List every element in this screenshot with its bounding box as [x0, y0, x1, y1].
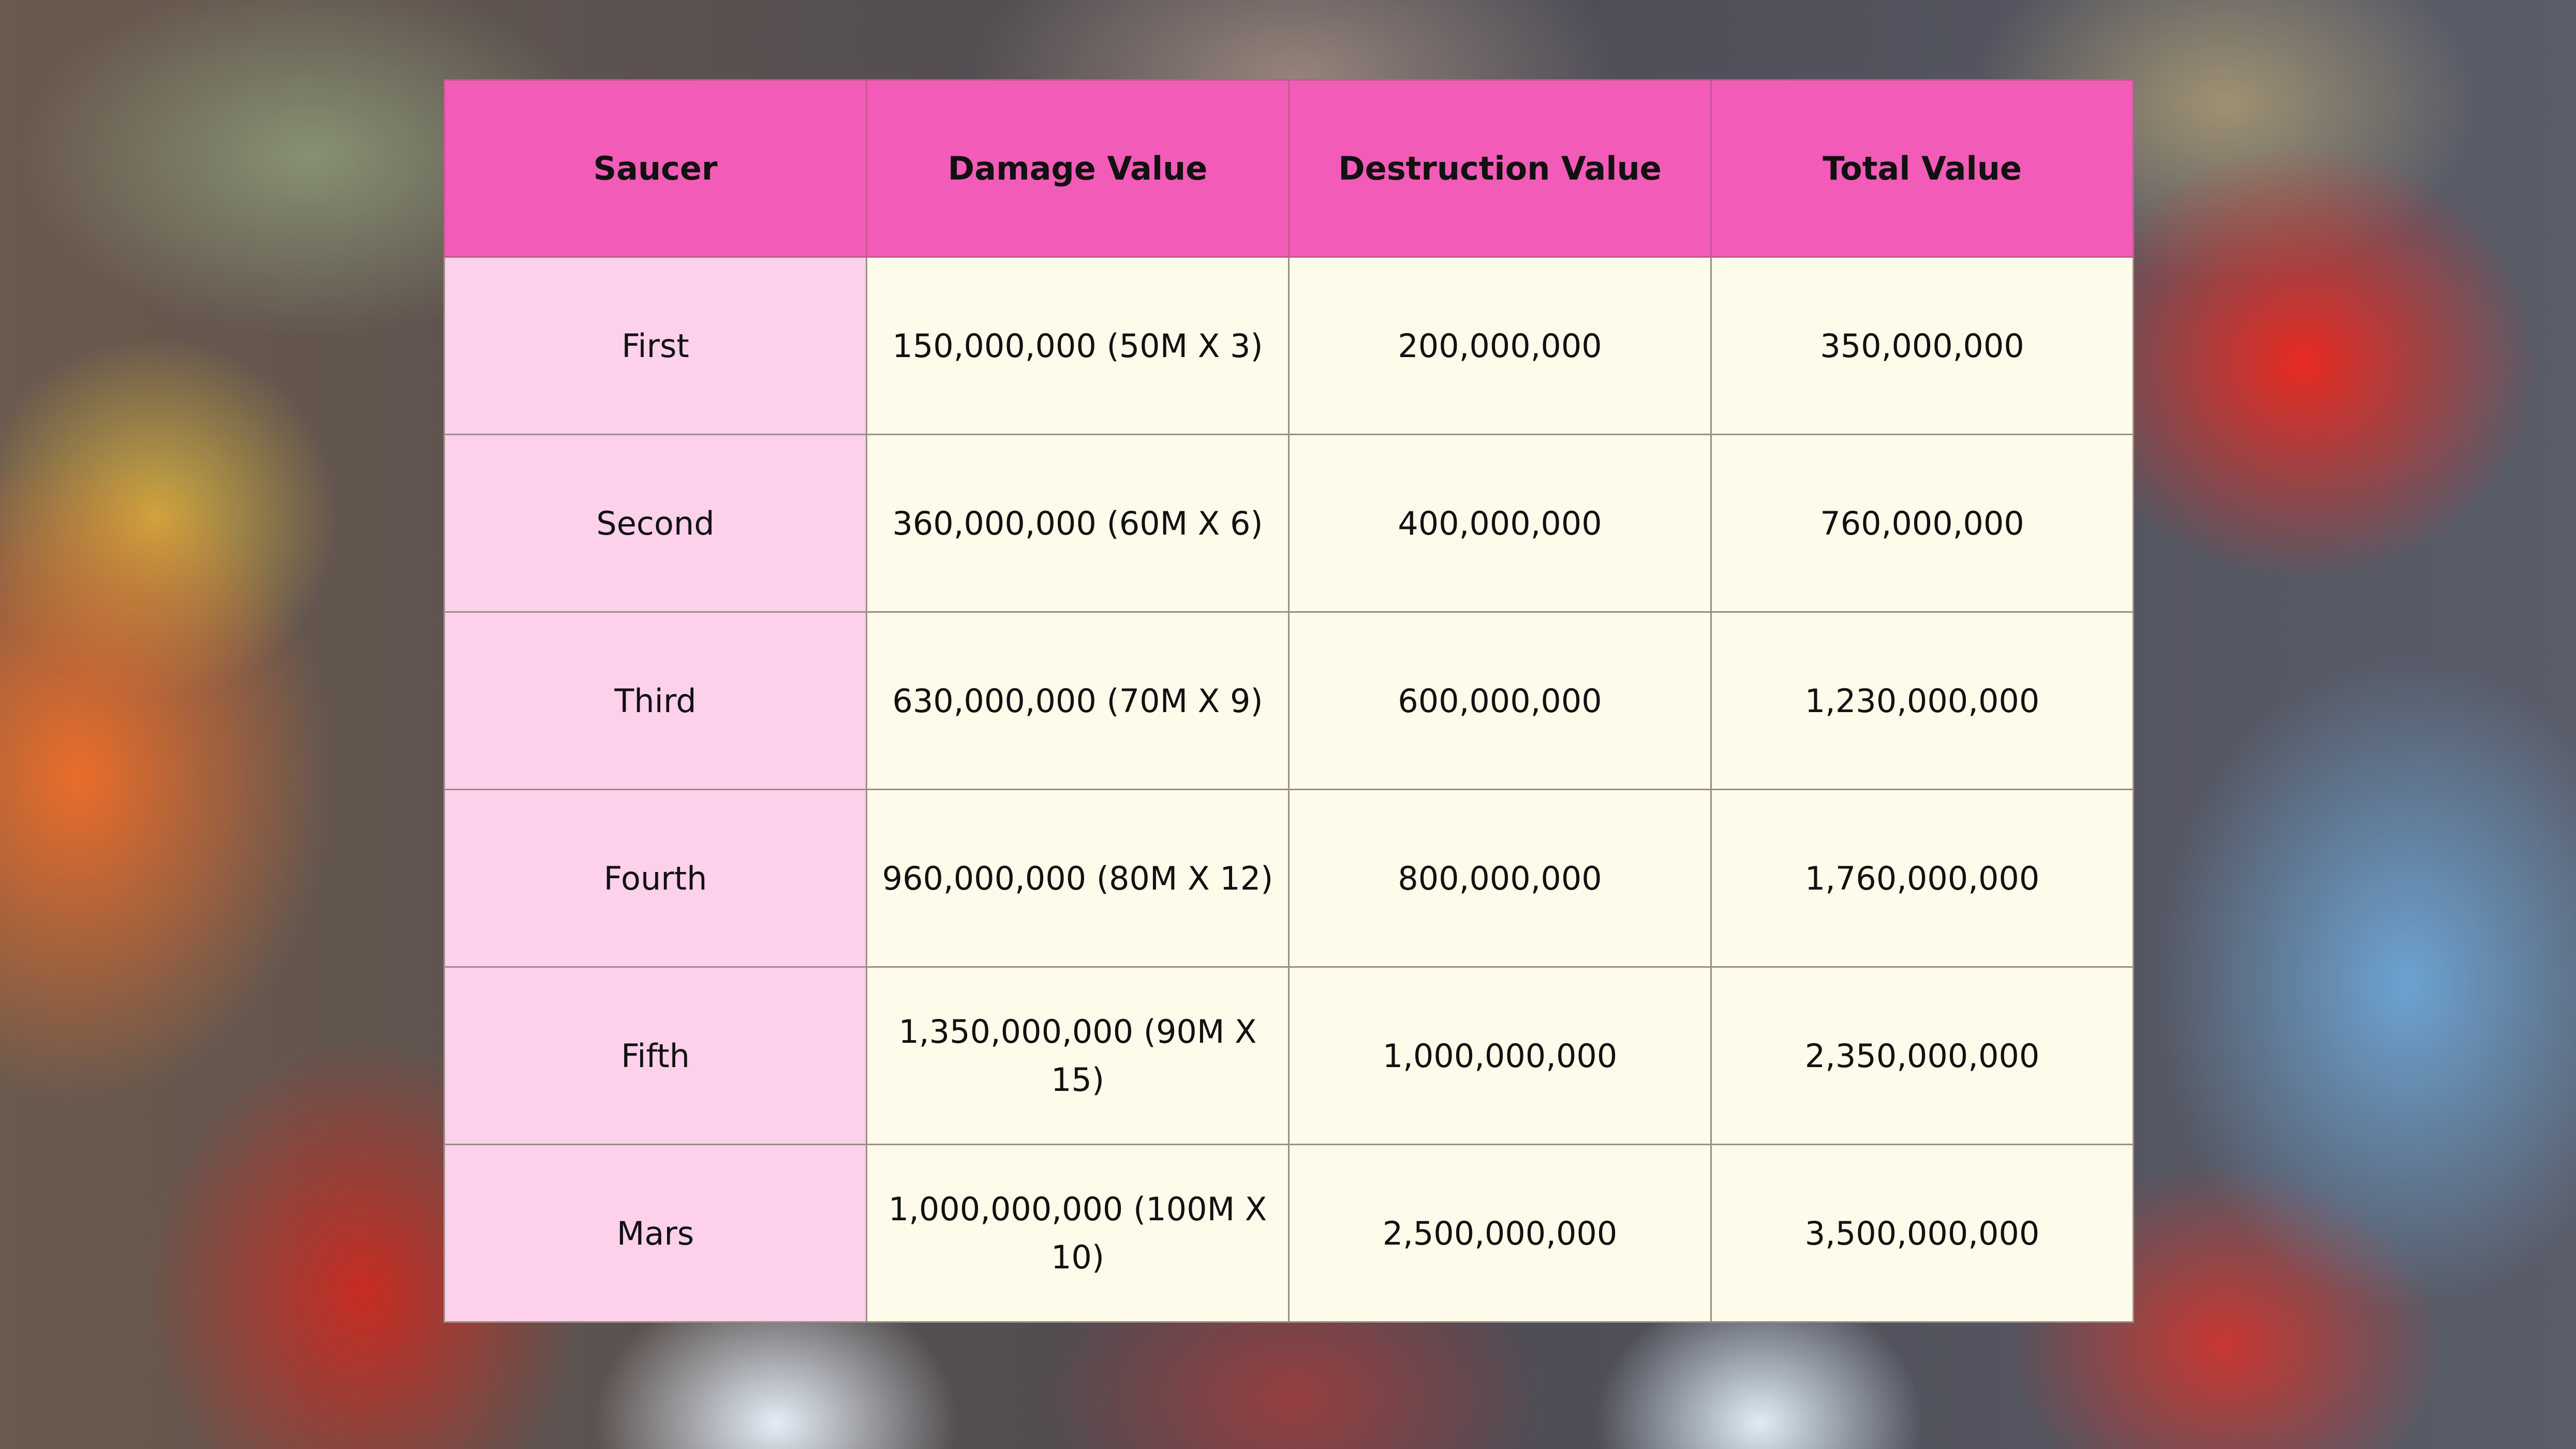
cell-total-value: 350,000,000 — [1710, 256, 2134, 435]
cell-total-value: 3,500,000,000 — [1710, 1144, 2134, 1323]
table-row: Third 630,000,000 (70M X 9) 600,000,000 … — [443, 611, 2134, 790]
cell-total-value: 760,000,000 — [1710, 434, 2134, 613]
cell-damage-value: 1,000,000,000 (100M X 10) — [866, 1144, 1290, 1323]
table-row: Second 360,000,000 (60M X 6) 400,000,000… — [443, 434, 2134, 613]
cell-total-value: 2,350,000,000 — [1710, 966, 2134, 1145]
cell-total-value: 1,230,000,000 — [1710, 611, 2134, 790]
cell-damage-value: 360,000,000 (60M X 6) — [866, 434, 1290, 613]
header-total-value: Total Value — [1710, 79, 2134, 258]
saucer-values-table-container: Saucer Damage Value Destruction Value To… — [443, 79, 2134, 1323]
table-row: First 150,000,000 (50M X 3) 200,000,000 … — [443, 256, 2134, 435]
cell-damage-value: 150,000,000 (50M X 3) — [866, 256, 1290, 435]
cell-destruction-value: 200,000,000 — [1288, 256, 1712, 435]
cell-destruction-value: 2,500,000,000 — [1288, 1144, 1712, 1323]
cell-saucer: Fifth — [443, 966, 867, 1145]
header-damage-value: Damage Value — [866, 79, 1290, 258]
table-row: Fifth 1,350,000,000 (90M X 15) 1,000,000… — [443, 966, 2134, 1145]
cell-damage-value: 960,000,000 (80M X 12) — [866, 789, 1290, 968]
header-saucer: Saucer — [443, 79, 867, 258]
cell-total-value: 1,760,000,000 — [1710, 789, 2134, 968]
cell-saucer: Second — [443, 434, 867, 613]
table-row: Fourth 960,000,000 (80M X 12) 800,000,00… — [443, 789, 2134, 968]
saucer-values-table: Saucer Damage Value Destruction Value To… — [443, 79, 2134, 1323]
cell-destruction-value: 600,000,000 — [1288, 611, 1712, 790]
cell-saucer: Mars — [443, 1144, 867, 1323]
cell-saucer: Fourth — [443, 789, 867, 968]
cell-destruction-value: 1,000,000,000 — [1288, 966, 1712, 1145]
header-destruction-value: Destruction Value — [1288, 79, 1712, 258]
cell-saucer: Third — [443, 611, 867, 790]
cell-damage-value: 1,350,000,000 (90M X 15) — [866, 966, 1290, 1145]
table-row: Mars 1,000,000,000 (100M X 10) 2,500,000… — [443, 1144, 2134, 1323]
cell-damage-value: 630,000,000 (70M X 9) — [866, 611, 1290, 790]
cell-destruction-value: 800,000,000 — [1288, 789, 1712, 968]
cell-saucer: First — [443, 256, 867, 435]
table-header-row: Saucer Damage Value Destruction Value To… — [443, 79, 2134, 258]
cell-destruction-value: 400,000,000 — [1288, 434, 1712, 613]
